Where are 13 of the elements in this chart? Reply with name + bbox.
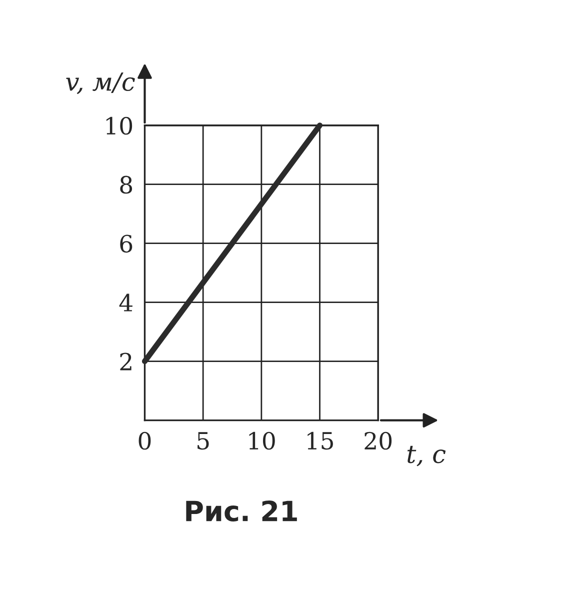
y-tick-label: 8: [120, 176, 132, 194]
y-tick-label: 4: [119, 294, 132, 312]
y-axis-title: v, м/с: [66, 72, 135, 94]
x-axis-title: t, с: [407, 446, 446, 466]
text: Рис. 21: [186, 500, 297, 522]
x-tick-label: 5: [198, 432, 209, 450]
x-tick-label: 15: [308, 432, 333, 450]
y-tick-label: 2: [120, 352, 132, 370]
x-tick-label: 20: [364, 432, 392, 450]
x-tick-label: 10: [249, 432, 275, 450]
y-tick-label: 10: [106, 116, 132, 135]
x-tick-label: 0: [138, 432, 151, 450]
y-tick-label: 6: [120, 234, 132, 253]
